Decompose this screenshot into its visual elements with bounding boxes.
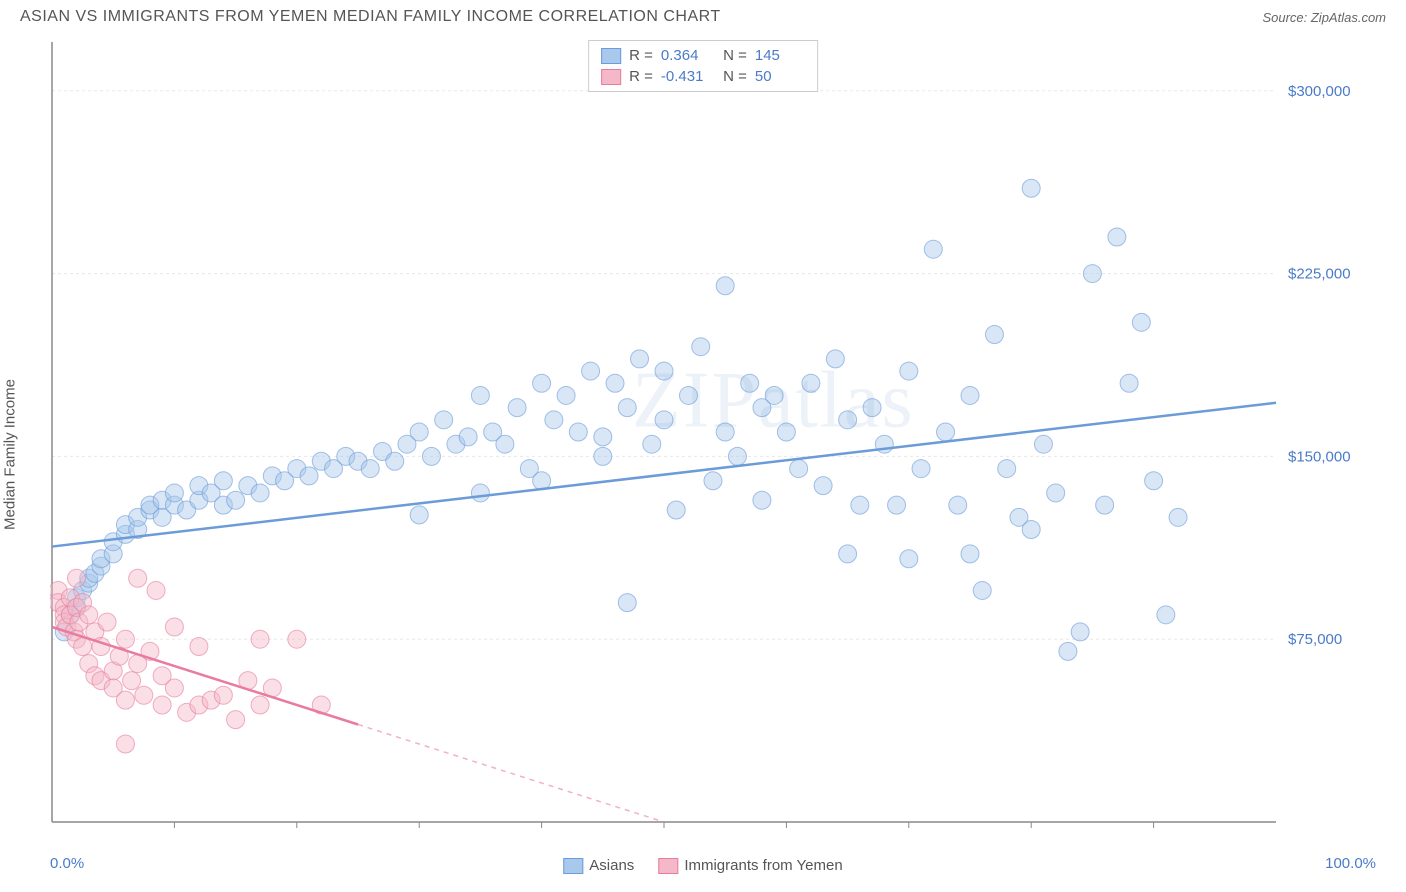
y-axis-label: Median Family Income [2, 379, 19, 530]
source-attribution: Source: ZipAtlas.com [1262, 10, 1386, 25]
n-value-asians: 145 [755, 47, 805, 64]
svg-text:$300,000: $300,000 [1288, 83, 1351, 100]
legend-swatch-asians [563, 858, 583, 874]
r-value-yemen: -0.431 [661, 68, 711, 85]
stats-row-yemen: R = -0.431 N = 50 [601, 66, 805, 87]
legend-item-yemen: Immigrants from Yemen [658, 857, 842, 874]
legend-label-asians: Asians [589, 857, 634, 874]
n-label: N = [719, 47, 747, 64]
x-axis-min-label: 0.0% [50, 855, 84, 872]
r-value-asians: 0.364 [661, 47, 711, 64]
r-label: R = [629, 68, 653, 85]
scatter-chart-svg: $75,000 $150,000 $225,000 $300,000 [50, 40, 1376, 842]
chart-header: ASIAN VS IMMIGRANTS FROM YEMEN MEDIAN FA… [0, 0, 1406, 32]
chart-plot-area: $75,000 $150,000 $225,000 $300,000 [50, 40, 1376, 842]
swatch-yemen [601, 69, 621, 85]
svg-text:$225,000: $225,000 [1288, 266, 1351, 283]
chart-legend: Asians Immigrants from Yemen [563, 857, 842, 874]
svg-text:$75,000: $75,000 [1288, 631, 1342, 648]
r-label: R = [629, 47, 653, 64]
n-label: N = [719, 68, 747, 85]
legend-swatch-yemen [658, 858, 678, 874]
stats-row-asians: R = 0.364 N = 145 [601, 45, 805, 66]
swatch-asians [601, 48, 621, 64]
correlation-stats-box: R = 0.364 N = 145 R = -0.431 N = 50 [588, 40, 818, 92]
x-axis-max-label: 100.0% [1325, 855, 1376, 872]
chart-title: ASIAN VS IMMIGRANTS FROM YEMEN MEDIAN FA… [20, 8, 721, 26]
n-value-yemen: 50 [755, 68, 805, 85]
legend-label-yemen: Immigrants from Yemen [684, 857, 842, 874]
legend-item-asians: Asians [563, 857, 634, 874]
svg-text:$150,000: $150,000 [1288, 448, 1351, 465]
